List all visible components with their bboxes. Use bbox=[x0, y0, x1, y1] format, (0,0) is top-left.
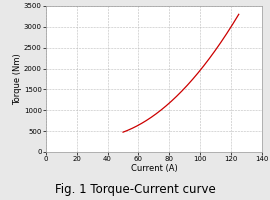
X-axis label: Current (A): Current (A) bbox=[130, 164, 177, 173]
Text: Fig. 1 Torque-Current curve: Fig. 1 Torque-Current curve bbox=[55, 183, 215, 196]
Y-axis label: Torque (Nm): Torque (Nm) bbox=[13, 53, 22, 105]
